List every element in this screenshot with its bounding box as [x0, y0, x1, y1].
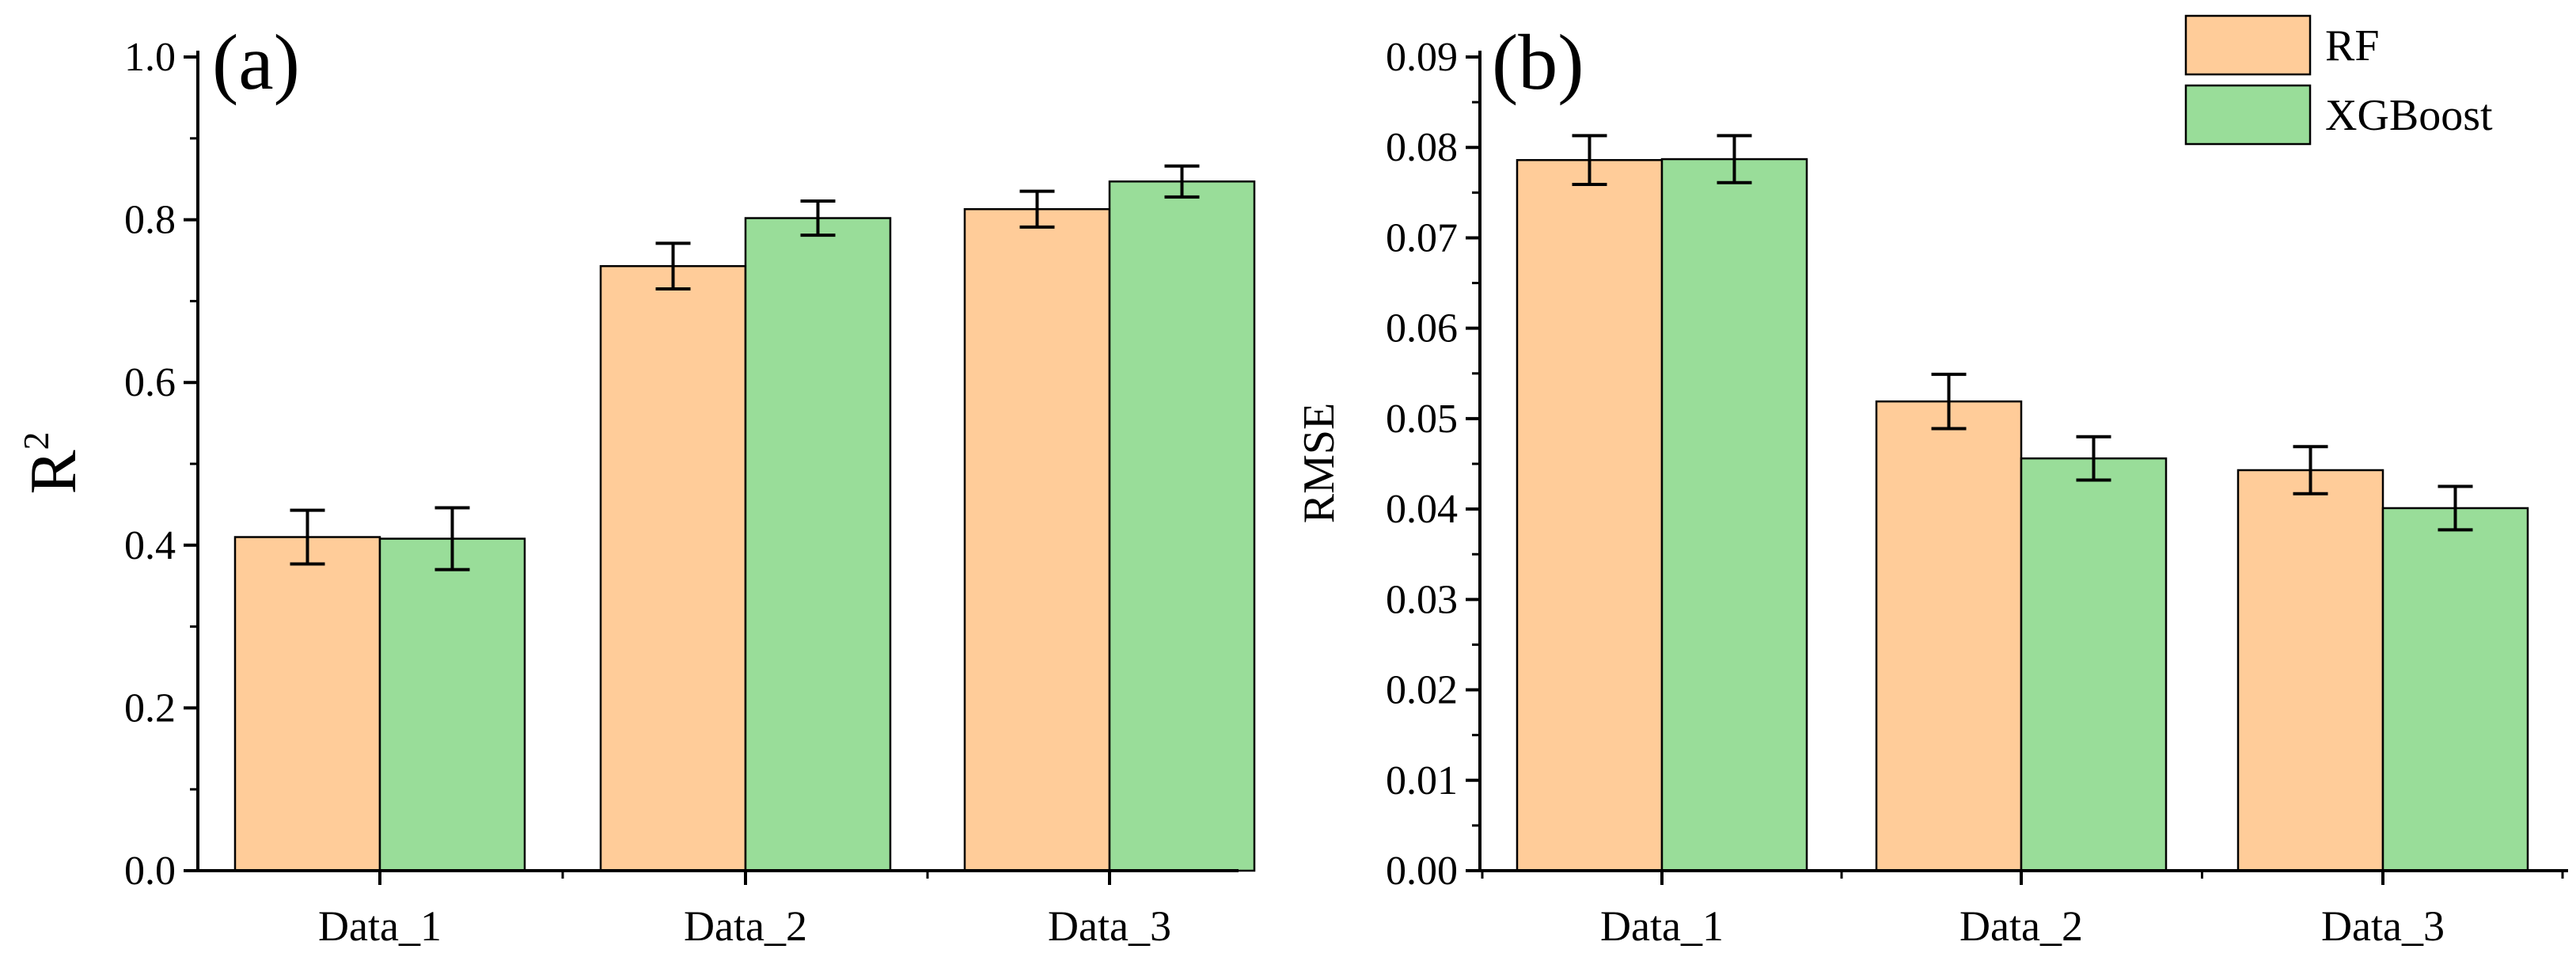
bar-rf-data_1 — [233, 536, 381, 872]
legend-swatch-xgboost — [2184, 84, 2312, 146]
bar-rf-data_2 — [599, 264, 747, 872]
y-tick-label: 0.09 — [1386, 35, 1458, 80]
x-tick-label: Data_3 — [1048, 902, 1171, 950]
error-bar-xgboost-data_2 — [2076, 435, 2111, 482]
error-bar-xgboost-data_3 — [1164, 164, 1200, 199]
panel-label: (a) — [212, 18, 300, 106]
y-axis-label: RMSE — [1295, 403, 1344, 524]
y-tick-label: 0.01 — [1386, 758, 1458, 803]
x-tick-label: Data_2 — [1960, 902, 2083, 950]
y-tick-label: 0.02 — [1386, 668, 1458, 713]
panel-a: 0.0 0.2 0.4 0.6 0.8 1.0 Data_1 Data_2 Data_3 (a) R… — [16, 18, 1256, 950]
y-tick-label: 0.4 — [124, 523, 176, 568]
bar-xgboost-data_3 — [1108, 180, 1256, 872]
bar-xgboost-data_2 — [744, 217, 892, 872]
error-bar-rf-data_1 — [1572, 134, 1607, 187]
error-bar-rf-data_2 — [655, 241, 691, 290]
y-tick-label: 0.08 — [1386, 125, 1458, 170]
legend-label-rf: RF — [2325, 21, 2380, 70]
panel-b: 0.00 0.01 0.02 0.03 0.04 0.05 0.06 0.07 0.08 0.09… — [1295, 18, 2568, 950]
x-tick-label: Data_2 — [684, 902, 807, 950]
bar-rf-data_3 — [2236, 469, 2384, 872]
error-bar-rf-data_1 — [290, 508, 325, 566]
y-tick-label: 1.0 — [124, 35, 176, 80]
bar-rf-data_3 — [963, 207, 1111, 872]
y-axis-label-text: R — [17, 450, 90, 494]
error-bar-rf-data_3 — [1019, 189, 1055, 229]
y-axis-label: R2 — [16, 431, 90, 494]
legend-swatch-rf — [2184, 14, 2312, 76]
y-tick-label: 0.03 — [1386, 577, 1458, 622]
error-bar-xgboost-data_1 — [434, 506, 470, 571]
error-bar-rf-data_3 — [2293, 445, 2328, 495]
bar-xgboost-data_1 — [1660, 158, 1808, 872]
error-bar-xgboost-data_3 — [2438, 484, 2473, 532]
y-tick-label: 0.00 — [1386, 849, 1458, 894]
bar-xgboost-data_1 — [378, 537, 526, 872]
error-bar-rf-data_2 — [1931, 372, 1967, 431]
y-tick-label: 0.06 — [1386, 306, 1458, 351]
error-bar-xgboost-data_2 — [800, 199, 836, 237]
x-tick-label: Data_3 — [2321, 902, 2445, 950]
legend-label-xgboost: XGBoost — [2325, 91, 2493, 140]
y-axis-label-text: RMSE — [1295, 403, 1344, 524]
y-tick-label: 0.0 — [124, 849, 176, 894]
y-tick-label: 0.05 — [1386, 397, 1458, 442]
bar-xgboost-data_2 — [2020, 457, 2168, 872]
x-tick-label: Data_1 — [318, 902, 442, 950]
y-tick-label: 0.2 — [124, 685, 176, 731]
error-bar-xgboost-data_1 — [1717, 134, 1752, 184]
y-tick-label: 0.07 — [1386, 215, 1458, 260]
y-tick-label: 0.8 — [124, 198, 176, 243]
x-tick-label: Data_1 — [1600, 902, 1724, 950]
bar-rf-data_1 — [1516, 158, 1664, 872]
y-tick-label: 0.6 — [124, 360, 176, 405]
bar-xgboost-data_3 — [2381, 507, 2529, 872]
legend: RF XGBoost — [2184, 14, 2493, 146]
panel-label: (b) — [1492, 18, 1584, 106]
bar-rf-data_2 — [1875, 400, 2023, 872]
y-axis-label-superscript: 2 — [16, 431, 56, 450]
y-tick-label: 0.04 — [1386, 487, 1458, 532]
